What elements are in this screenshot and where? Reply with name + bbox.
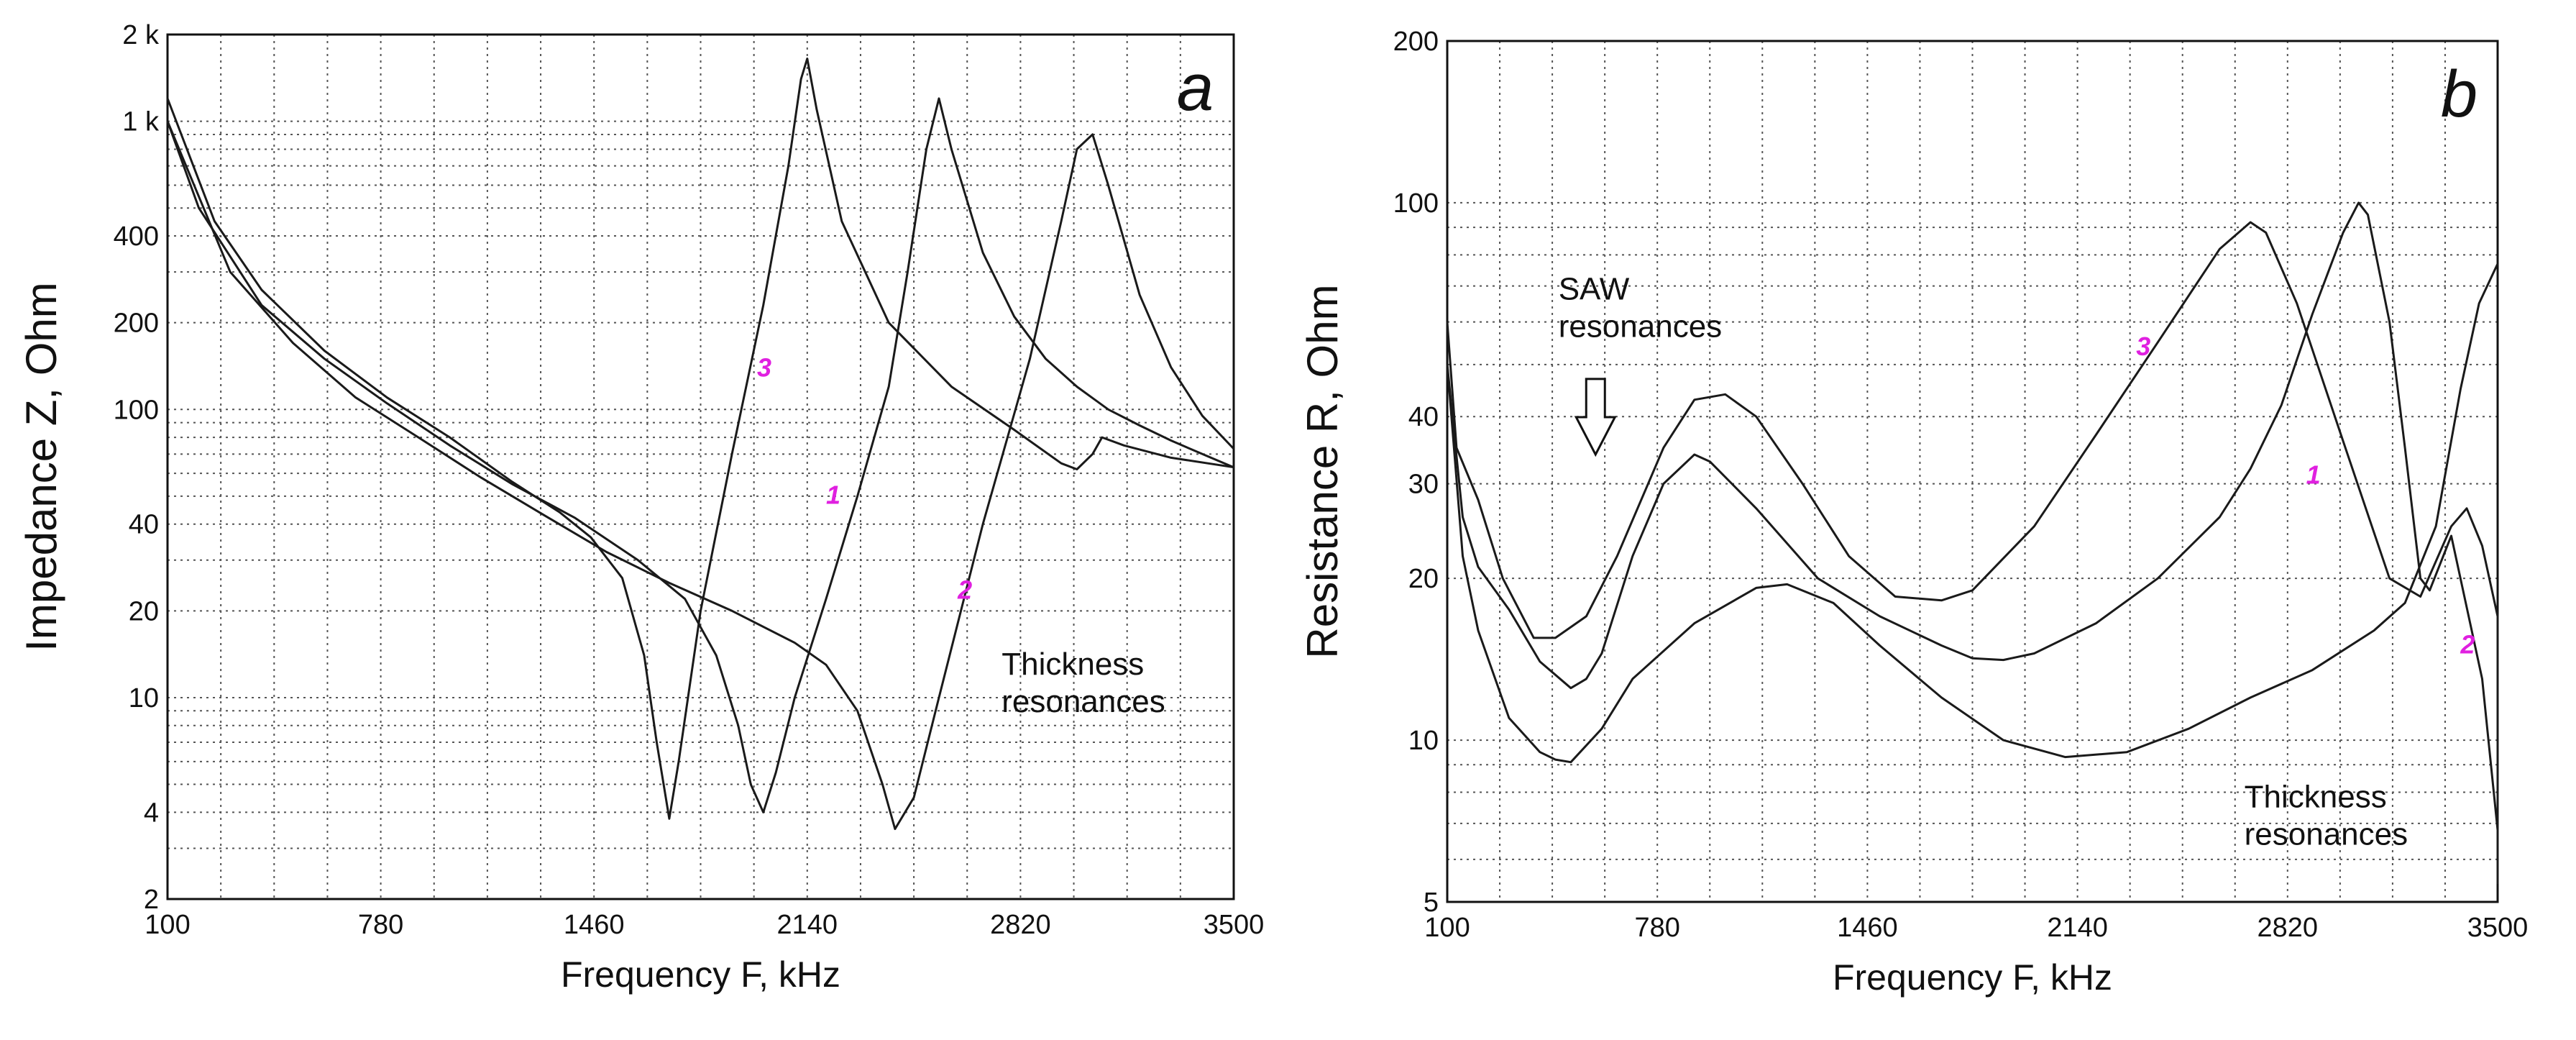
y-axis-label: Resistance R, Ohm	[1298, 284, 1347, 658]
x-tick-label: 100	[1424, 913, 1470, 943]
x-tick-label: 2140	[2047, 913, 2108, 943]
annotation-line: resonances	[2245, 816, 2408, 852]
panel-a: 100 780 1460 2140 2820 3500 2 4 10 20 40 100 200 400 1…	[17, 20, 1264, 995]
curve-label-2: 2	[2460, 630, 2475, 660]
x-tick-label: 3500	[1204, 910, 1265, 940]
y-tick-label: 40	[1408, 402, 1439, 432]
panel-label: b	[2441, 58, 2478, 131]
x-tick-label: 2820	[2258, 913, 2319, 943]
y-tick-label: 100	[114, 395, 159, 425]
curve-3	[166, 58, 1234, 820]
annotation-line: resonances	[1001, 684, 1165, 719]
annotation: SAW resonances	[1559, 272, 1722, 345]
curve-1	[166, 97, 1234, 813]
y-tick-label: 4	[144, 798, 159, 828]
y-tick-label: 40	[129, 510, 159, 540]
y-tick-label: 10	[1408, 726, 1439, 756]
curve-label-2: 2	[957, 575, 972, 605]
y-tick-label: 1 k	[122, 107, 160, 137]
curve-3	[1446, 221, 2499, 884]
x-tick-label: 780	[358, 910, 403, 940]
curve-2	[166, 121, 1235, 831]
down-arrow-icon	[1574, 378, 1617, 457]
annotation-line: Thickness	[2245, 779, 2387, 814]
x-tick-label: 2140	[777, 910, 838, 940]
curve-label-3: 3	[2136, 332, 2150, 361]
annotation: Thickness resonances	[1001, 647, 1165, 719]
x-tick-label: 1460	[1837, 913, 1898, 943]
y-tick-label: 400	[114, 222, 159, 252]
plot-frame	[1446, 40, 2499, 903]
y-tick-label: 100	[1393, 188, 1439, 219]
x-tick-label: 1460	[564, 910, 625, 940]
curve-1	[1446, 201, 2499, 831]
x-axis-label: Frequency F, kHz	[1833, 957, 2112, 998]
annotation-line: Thickness	[1001, 647, 1144, 682]
curve-label-1: 1	[2306, 460, 2321, 490]
y-axis-label: Impedance Z, Ohm	[17, 282, 65, 652]
y-tick-label: 200	[1393, 27, 1439, 57]
panel-b: 100 780 1460 2140 2820 3500 5 10 20 30 40 100 200 Fre…	[1298, 27, 2528, 998]
annotation-line: resonances	[1559, 309, 1722, 345]
y-tick-label: 20	[1408, 564, 1439, 594]
curve-label-3: 3	[757, 353, 771, 383]
x-tick-label: 2820	[990, 910, 1051, 940]
y-tick-label: 2	[144, 885, 159, 915]
x-tick-label: 100	[145, 910, 190, 940]
y-tick-label: 10	[129, 683, 159, 713]
curve-label-1: 1	[826, 480, 840, 510]
annotation-line: SAW	[1559, 272, 1630, 307]
y-tick-label: 20	[129, 596, 159, 626]
panel-label: a	[1177, 51, 1214, 124]
x-axis-label: Frequency F, kHz	[561, 954, 840, 995]
y-tick-label: 5	[1424, 888, 1439, 918]
x-tick-label: 780	[1634, 913, 1679, 943]
y-tick-label: 30	[1408, 470, 1439, 500]
annotation: Thickness resonances	[2245, 779, 2408, 852]
y-tick-label: 200	[114, 309, 159, 339]
curve-2	[1446, 263, 2499, 764]
x-tick-label: 3500	[2467, 913, 2529, 943]
y-tick-label: 2 k	[122, 20, 160, 50]
